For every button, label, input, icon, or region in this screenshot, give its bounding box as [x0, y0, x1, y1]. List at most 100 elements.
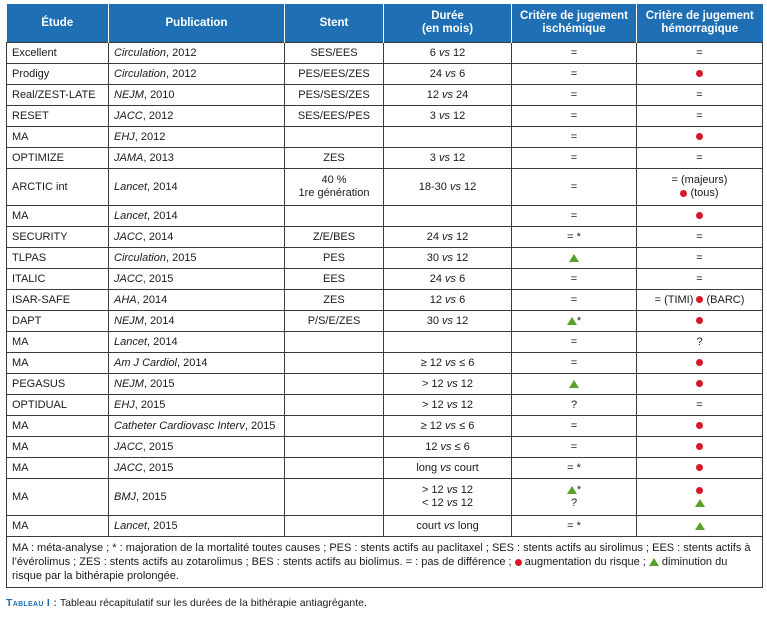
cell-duree: 12 vs 6 — [383, 289, 512, 311]
cell-ischemique: = — [511, 289, 637, 311]
cell-etude: MA — [6, 126, 109, 148]
duree-text: 3 vs 12 — [429, 109, 466, 122]
cell-publication: Circulation, 2012 — [108, 63, 285, 85]
year-text: , 2012 — [165, 46, 197, 59]
criterion-line: = — [517, 420, 631, 433]
stent-text: EES — [322, 272, 345, 285]
cell-etude: MA — [6, 352, 109, 374]
table-row: MA Am J Cardiol, 2014 ≥ 12 vs ≤ 6 = — [6, 352, 763, 374]
table-row: Prodigy Circulation, 2012 PES/EES/ZES 24 vs… — [6, 63, 763, 85]
criterion-text: = — [696, 88, 703, 101]
duree-text: 24 vs 12 — [426, 230, 469, 243]
criterion-line: = (majeurs) — [642, 174, 757, 187]
criterion-line — [642, 441, 757, 454]
criterion-line: = — [517, 68, 631, 81]
etude-text: RESET — [12, 109, 49, 122]
duree-text: 12 vs ≤ 6 — [425, 440, 470, 453]
cell-duree: 6 vs 12 — [383, 42, 512, 64]
cell-etude: DAPT — [6, 310, 109, 332]
cell-publication: Catheter Cardiovasc Interv, 2015 — [108, 415, 285, 437]
duree-text: > 12 vs 12 — [421, 398, 474, 411]
criterion-text: ? — [570, 398, 578, 411]
journal-text: JAMA — [114, 151, 144, 164]
cell-hemorragique — [636, 515, 763, 537]
criterion-line: = — [642, 110, 757, 123]
criterion-line: = — [517, 131, 631, 144]
duree-text: ≥ 12 vs ≤ 6 — [420, 419, 475, 432]
journal-text: Lancet — [114, 180, 148, 193]
duree-text: 24 vs 6 — [429, 272, 466, 285]
criterion-line — [642, 420, 757, 433]
stent-text: PES/EES/ZES — [298, 67, 370, 80]
criterion-line — [642, 484, 757, 497]
journal-text: NEJM — [114, 314, 144, 327]
red-dot-icon — [696, 443, 703, 451]
year-text: , 2014 — [147, 180, 178, 193]
criterion-text: = — [570, 46, 578, 59]
criterion-text: = — [570, 67, 578, 80]
criterion-text: = — [570, 419, 578, 432]
table-row: MA JACC, 2015 12 vs ≤ 6 = — [6, 436, 763, 458]
vs-text: vs — [445, 419, 457, 432]
header-row: Étude Publication Stent Durée (en mois) C… — [6, 4, 763, 43]
etude-text: DAPT — [12, 314, 42, 327]
vs-text: vs — [446, 377, 458, 390]
table-caption: Tableau I : Tableau récapitulatif sur le… — [6, 597, 762, 609]
criterion-line: = — [517, 336, 631, 349]
cell-hemorragique: = (majeurs) (tous) — [636, 168, 763, 206]
cell-stent: 40 % 1re génération — [284, 168, 384, 206]
cell-publication: Lancet, 2014 — [108, 205, 285, 227]
cell-ischemique: = — [511, 168, 637, 206]
footnote: MA : méta-analyse ; * : majoration de la… — [6, 536, 763, 588]
cell-ischemique: = — [511, 205, 637, 227]
journal-text: Lancet — [114, 335, 148, 348]
cell-stent — [284, 126, 384, 148]
duree-text: 12 vs 24 — [426, 88, 469, 101]
red-dot-icon — [696, 212, 703, 220]
journal-text: Lancet — [114, 209, 148, 222]
red-dot-icon — [696, 380, 703, 388]
year-text: , 2014 — [147, 335, 178, 348]
cell-duree: > 12 vs 12 — [383, 394, 512, 416]
cell-duree: ≥ 12 vs ≤ 6 — [383, 415, 512, 437]
cell-publication: NEJM, 2010 — [108, 84, 285, 106]
cell-publication: EHJ, 2015 — [108, 394, 285, 416]
table-row: SECURITY JACC, 2014 Z/E/BES 24 vs 12 = * = — [6, 226, 763, 248]
etude-text: MA — [12, 490, 29, 503]
cell-ischemique: = — [511, 436, 637, 458]
criterion-line: = (TIMI) (BARC) — [642, 294, 757, 307]
cell-etude: MA — [6, 436, 109, 458]
year-text: , 2015 — [244, 419, 276, 432]
criterion-text: (BARC) — [703, 293, 745, 306]
cell-duree: 18-30 vs 12 — [383, 168, 512, 206]
cell-ischemique: = * — [511, 457, 637, 479]
criterion-line: = — [642, 152, 757, 165]
cell-etude: MA — [6, 515, 109, 537]
criterion-line: = — [517, 89, 631, 102]
cell-etude: Excellent — [6, 42, 109, 64]
criterion-text: * — [576, 484, 582, 496]
cell-etude: OPTIMIZE — [6, 147, 109, 169]
cell-ischemique: = — [511, 352, 637, 374]
etude-text: OPTIDUAL — [12, 398, 68, 411]
cell-publication: BMJ, 2015 — [108, 478, 285, 516]
table-row: PEGASUS NEJM, 2015 > 12 vs 12 — [6, 373, 763, 395]
cell-duree: 12 vs ≤ 6 — [383, 436, 512, 458]
cell-etude: ARCTIC int — [6, 168, 109, 206]
table-row: MA Lancet, 2014 = — [6, 205, 763, 227]
green-triangle-icon — [566, 316, 577, 325]
criterion-line: = * — [517, 462, 631, 475]
footnote-row: MA : méta-analyse ; * : majoration de la… — [6, 536, 763, 588]
cell-ischemique: = — [511, 331, 637, 353]
journal-text: Lancet — [114, 519, 148, 532]
criterion-text: = — [570, 180, 578, 193]
cell-publication: JACC, 2012 — [108, 105, 285, 127]
cell-hemorragique: = — [636, 247, 763, 269]
table-row: MA EHJ, 2012 = — [6, 126, 763, 148]
cell-stent: PES/SES/ZES — [284, 84, 384, 106]
table-row: MA Lancet, 2015 court vs long = * — [6, 515, 763, 537]
journal-text: Catheter Cardiovasc Interv — [114, 419, 245, 432]
criterion-text: ? — [696, 335, 703, 348]
table-row: OPTIDUAL EHJ, 2015 > 12 vs 12? = — [6, 394, 763, 416]
etude-text: PEGASUS — [12, 377, 66, 390]
